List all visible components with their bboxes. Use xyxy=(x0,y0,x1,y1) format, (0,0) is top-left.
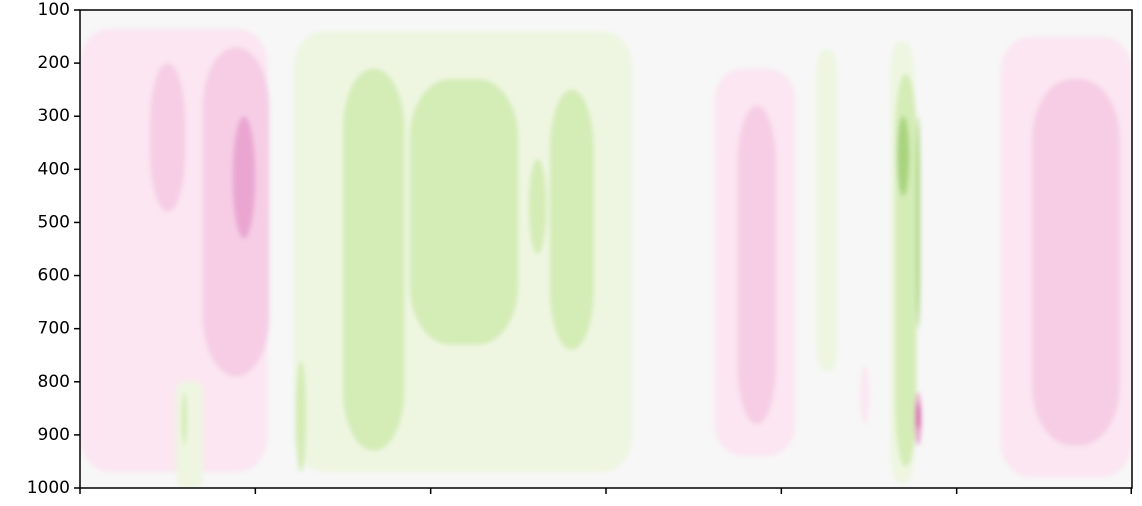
contour-region-4 xyxy=(80,116,98,425)
contour-region-8 xyxy=(549,89,594,350)
y-tick-label: 400 xyxy=(38,159,70,179)
y-tick-label: 600 xyxy=(38,266,70,286)
contour-region-3 xyxy=(232,116,256,239)
y-tick-label: 1000 xyxy=(27,478,70,498)
y-tick-label: 300 xyxy=(38,106,70,126)
contour-region-19 xyxy=(916,403,920,430)
contour-region-13 xyxy=(816,49,838,372)
y-axis: 100 200 300 400 500 600 700 800 900 1000 xyxy=(27,0,80,498)
contour-region-23 xyxy=(176,381,203,488)
contour-region-12 xyxy=(737,105,777,425)
contour-region-24 xyxy=(181,392,187,446)
contour-region-10 xyxy=(295,360,307,473)
x-axis xyxy=(79,488,1132,494)
contour-region-6 xyxy=(343,68,405,451)
y-tick-label: 100 xyxy=(38,0,70,20)
contour-region-1 xyxy=(150,63,186,212)
y-tick-label: 800 xyxy=(38,372,70,392)
contour-region-9 xyxy=(528,158,547,255)
contour-region-17 xyxy=(916,116,920,329)
contour-region-21 xyxy=(1032,79,1120,446)
contour-region-7 xyxy=(409,79,519,345)
y-tick-label: 200 xyxy=(38,53,70,73)
y-tick-label: 500 xyxy=(38,212,70,232)
contour-regions xyxy=(80,28,1132,488)
contour-region-22 xyxy=(860,365,869,425)
y-tick-label: 900 xyxy=(38,425,70,445)
y-tick-label: 700 xyxy=(38,319,70,339)
contour-region-16 xyxy=(897,116,910,196)
